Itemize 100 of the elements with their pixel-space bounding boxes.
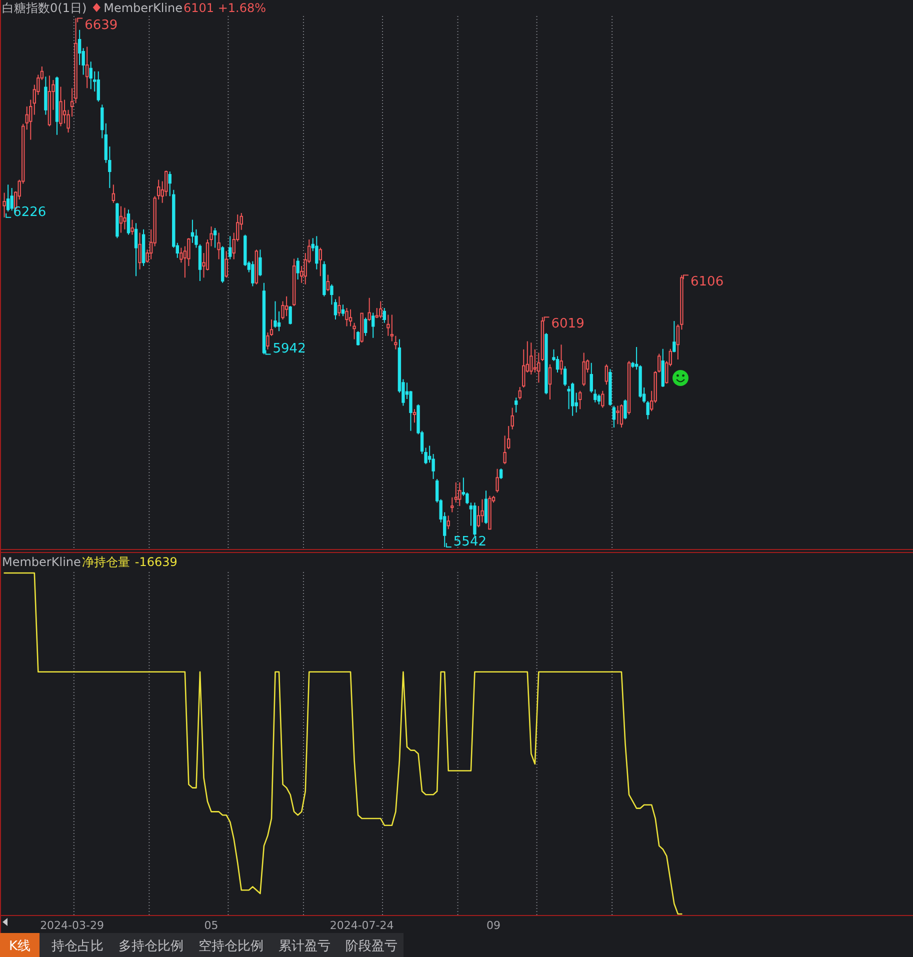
candlestick <box>258 249 262 277</box>
candlestick <box>484 490 488 524</box>
annotation: 5542 <box>453 534 487 550</box>
candlestick <box>672 320 676 353</box>
candlestick <box>627 360 631 415</box>
candlestick <box>412 408 416 424</box>
candlestick <box>224 250 228 278</box>
candlestick <box>518 386 522 400</box>
candlestick <box>620 404 624 428</box>
annotation: 6639 <box>84 18 118 33</box>
candlestick <box>2 192 6 218</box>
candlestick <box>341 304 345 317</box>
text: 净持仓量 <box>82 555 130 569</box>
candlestick <box>530 342 533 375</box>
candlestick <box>228 236 232 260</box>
candlestick <box>544 332 548 395</box>
candlestick <box>356 330 360 346</box>
candlestick <box>537 352 540 384</box>
x-tick-label: 05 <box>204 919 218 932</box>
candlestick <box>326 274 330 292</box>
candlestick <box>288 306 292 325</box>
candlestick <box>55 76 59 136</box>
candlestick <box>100 104 104 139</box>
text: 多持仓比例 <box>118 939 184 954</box>
candlestick <box>10 187 14 212</box>
candlestick <box>578 390 582 410</box>
candlestick <box>130 219 134 236</box>
text: 6106 <box>690 274 724 290</box>
candlestick <box>364 317 368 336</box>
candlestick <box>116 202 119 239</box>
candlestick <box>661 348 664 388</box>
candlestick <box>446 515 450 530</box>
candlestick <box>322 260 326 297</box>
candlestick <box>570 382 574 416</box>
candlestick <box>454 482 458 504</box>
candlestick <box>6 184 10 212</box>
candlestick <box>514 397 518 414</box>
candlestick <box>608 368 612 406</box>
candlestick <box>560 344 563 375</box>
candlestick <box>138 232 142 270</box>
candlestick <box>296 257 300 280</box>
candlestick <box>382 307 386 324</box>
candlestick <box>368 297 371 322</box>
candlestick <box>450 496 454 513</box>
text: K线 <box>8 939 31 954</box>
candlestick <box>142 228 146 267</box>
candlestick <box>89 61 92 90</box>
candlestick <box>360 312 364 344</box>
candlestick <box>48 75 52 127</box>
candlestick <box>190 219 194 244</box>
candlestick <box>315 236 318 270</box>
candlestick <box>488 495 492 530</box>
candlestick <box>540 316 544 362</box>
candlestick <box>213 227 217 248</box>
candlestick <box>510 407 514 430</box>
chart-title: 白糖指数0(1日) <box>2 1 87 15</box>
candlestick <box>134 222 138 277</box>
text: 持仓占比 <box>52 939 104 954</box>
candlestick <box>334 298 338 320</box>
candlestick <box>274 300 277 328</box>
candlestick <box>85 46 89 89</box>
candlestick <box>338 296 341 317</box>
candlestick <box>29 99 32 140</box>
candlestick <box>59 86 62 127</box>
candlestick <box>372 312 375 338</box>
candlestick <box>220 246 224 284</box>
candlestick <box>96 70 100 102</box>
candlestick <box>548 364 552 400</box>
candlestick <box>284 296 288 317</box>
candlestick <box>217 232 220 260</box>
chart-title: MemberKline <box>2 555 81 569</box>
candlestick <box>318 247 322 277</box>
candlestick <box>345 307 348 327</box>
candlestick <box>126 209 130 236</box>
candlestick <box>112 184 116 204</box>
candlestick <box>254 249 258 285</box>
candlestick <box>44 76 48 116</box>
annotation: 6226 <box>13 204 46 220</box>
candlestick <box>582 352 586 387</box>
text: 6101 +1.68% <box>184 1 266 15</box>
candlestick <box>601 390 604 408</box>
candlestick <box>473 502 476 536</box>
x-tick-label: 09 <box>486 919 501 932</box>
annotation: 5942 <box>272 342 306 357</box>
candlestick <box>292 258 296 307</box>
candlestick <box>624 399 627 420</box>
chart-subtitle: MemberKline <box>104 1 183 15</box>
candlestick <box>123 207 126 230</box>
x-tick-label: 2024-07-24 <box>330 919 394 932</box>
candlestick <box>597 394 601 405</box>
candlestick <box>612 405 616 428</box>
candlestick <box>330 284 334 306</box>
candlestick <box>119 206 123 234</box>
candlestick <box>496 468 499 494</box>
text: 累计盈亏 <box>278 939 331 954</box>
candlestick <box>616 405 620 425</box>
candlestick <box>480 498 484 523</box>
candlestick <box>604 364 608 386</box>
candlestick <box>262 282 266 355</box>
annotation: 6019 <box>551 316 584 332</box>
